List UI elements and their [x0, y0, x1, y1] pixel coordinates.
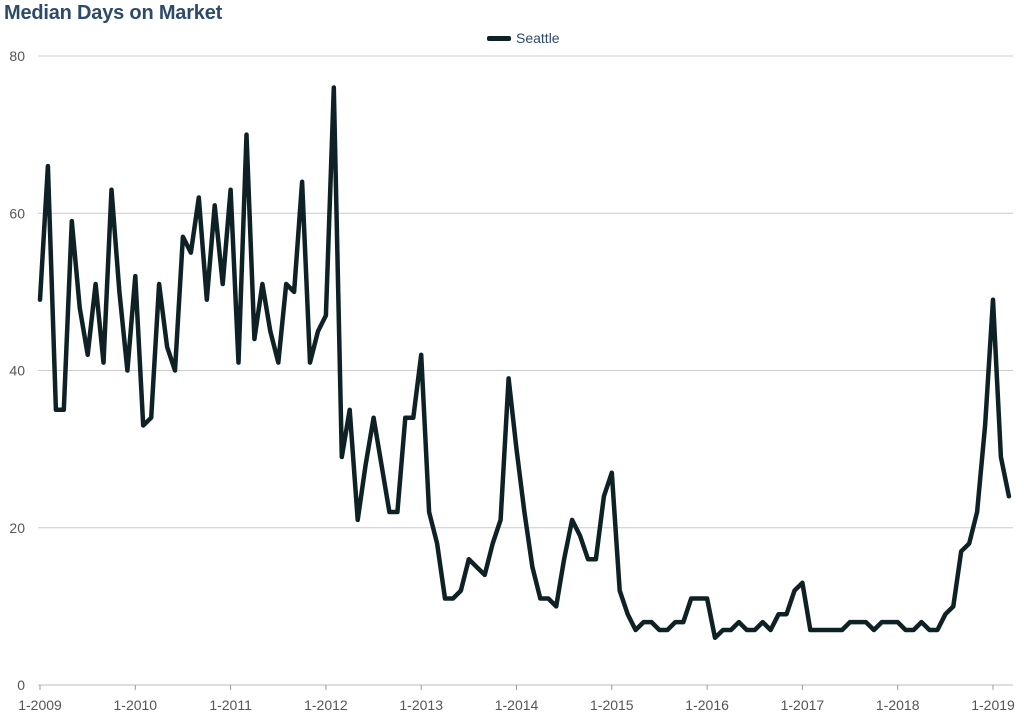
x-tick-label: 1-2009: [18, 697, 62, 713]
x-tick-label: 1-2018: [876, 697, 920, 713]
x-tick-label: 1-2015: [590, 697, 634, 713]
y-tick-label: 20: [9, 520, 25, 536]
chart-legend: Seattle: [487, 30, 560, 46]
legend-swatch-seattle: [487, 35, 511, 41]
x-tick-label: 1-2019: [971, 697, 1015, 713]
x-tick-label: 1-2013: [399, 697, 443, 713]
y-axis: 0 20 40 60 80: [9, 48, 25, 693]
x-axis: 1-2009 1-2010 1-2011 1-2012 1-2013 1-2014 1-20…: [18, 685, 1015, 713]
gridlines: [38, 55, 1013, 686]
x-tick-label: 1-2011: [209, 697, 252, 713]
x-tick-label: 1-2014: [495, 697, 539, 713]
series-line-seattle: [37, 85, 1012, 641]
legend-label-seattle: Seattle: [516, 30, 560, 46]
chart-title: Median Days on Market: [4, 2, 223, 24]
y-tick-label: 60: [9, 205, 25, 221]
x-tick-label: 1-2010: [114, 697, 158, 713]
x-tick-label: 1-2012: [304, 697, 348, 713]
y-tick-label: 40: [9, 363, 25, 379]
y-tick-label: 0: [17, 677, 25, 693]
x-tick-label: 1-2017: [781, 697, 825, 713]
x-tick-label: 1-2016: [685, 697, 729, 713]
series-layer: [37, 85, 1012, 641]
y-tick-label: 80: [9, 48, 25, 64]
